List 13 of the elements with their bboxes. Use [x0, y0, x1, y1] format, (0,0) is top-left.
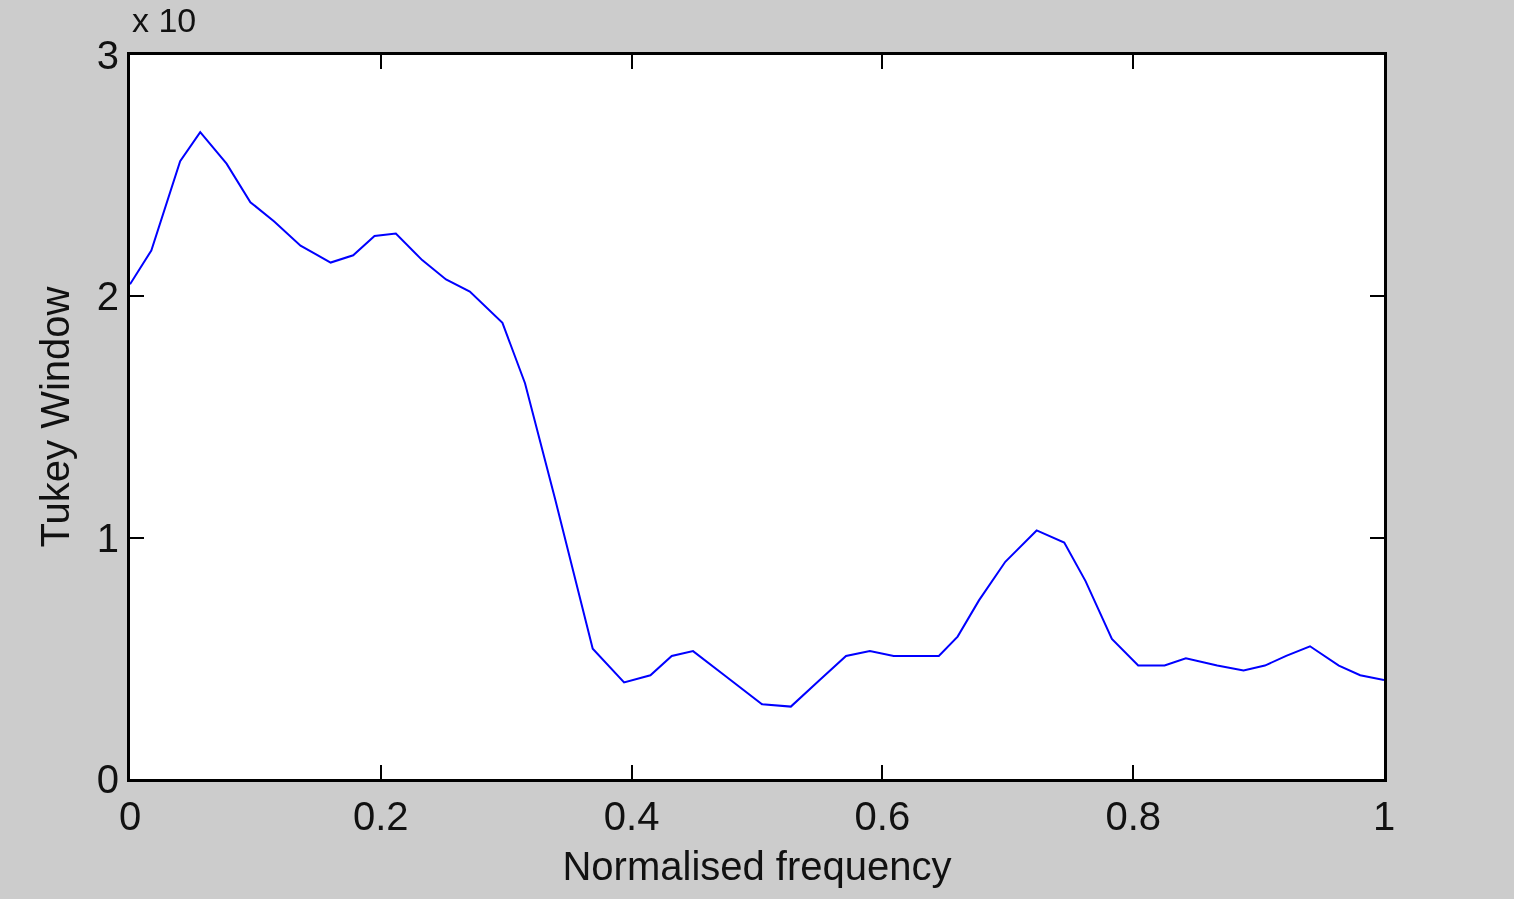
x-tick-label: 0.4 [603, 794, 660, 838]
line-series [130, 131, 1384, 708]
y-tick-label: 3 [96, 33, 119, 77]
y-tick-label: 2 [96, 274, 119, 319]
y-tick-label: 1 [96, 515, 119, 560]
y-tick-label: 0 [96, 757, 119, 801]
x-tick-label: 0.2 [353, 794, 409, 838]
x-tick-label: 0.6 [854, 794, 911, 838]
y-axis-title: Tukey Window [33, 286, 78, 548]
x-tick-label: 0.8 [1105, 794, 1161, 838]
text: x 10 [132, 1, 197, 39]
x-tick-label: 1 [1372, 794, 1396, 838]
x-axis-title: Normalised frequency [562, 843, 952, 888]
